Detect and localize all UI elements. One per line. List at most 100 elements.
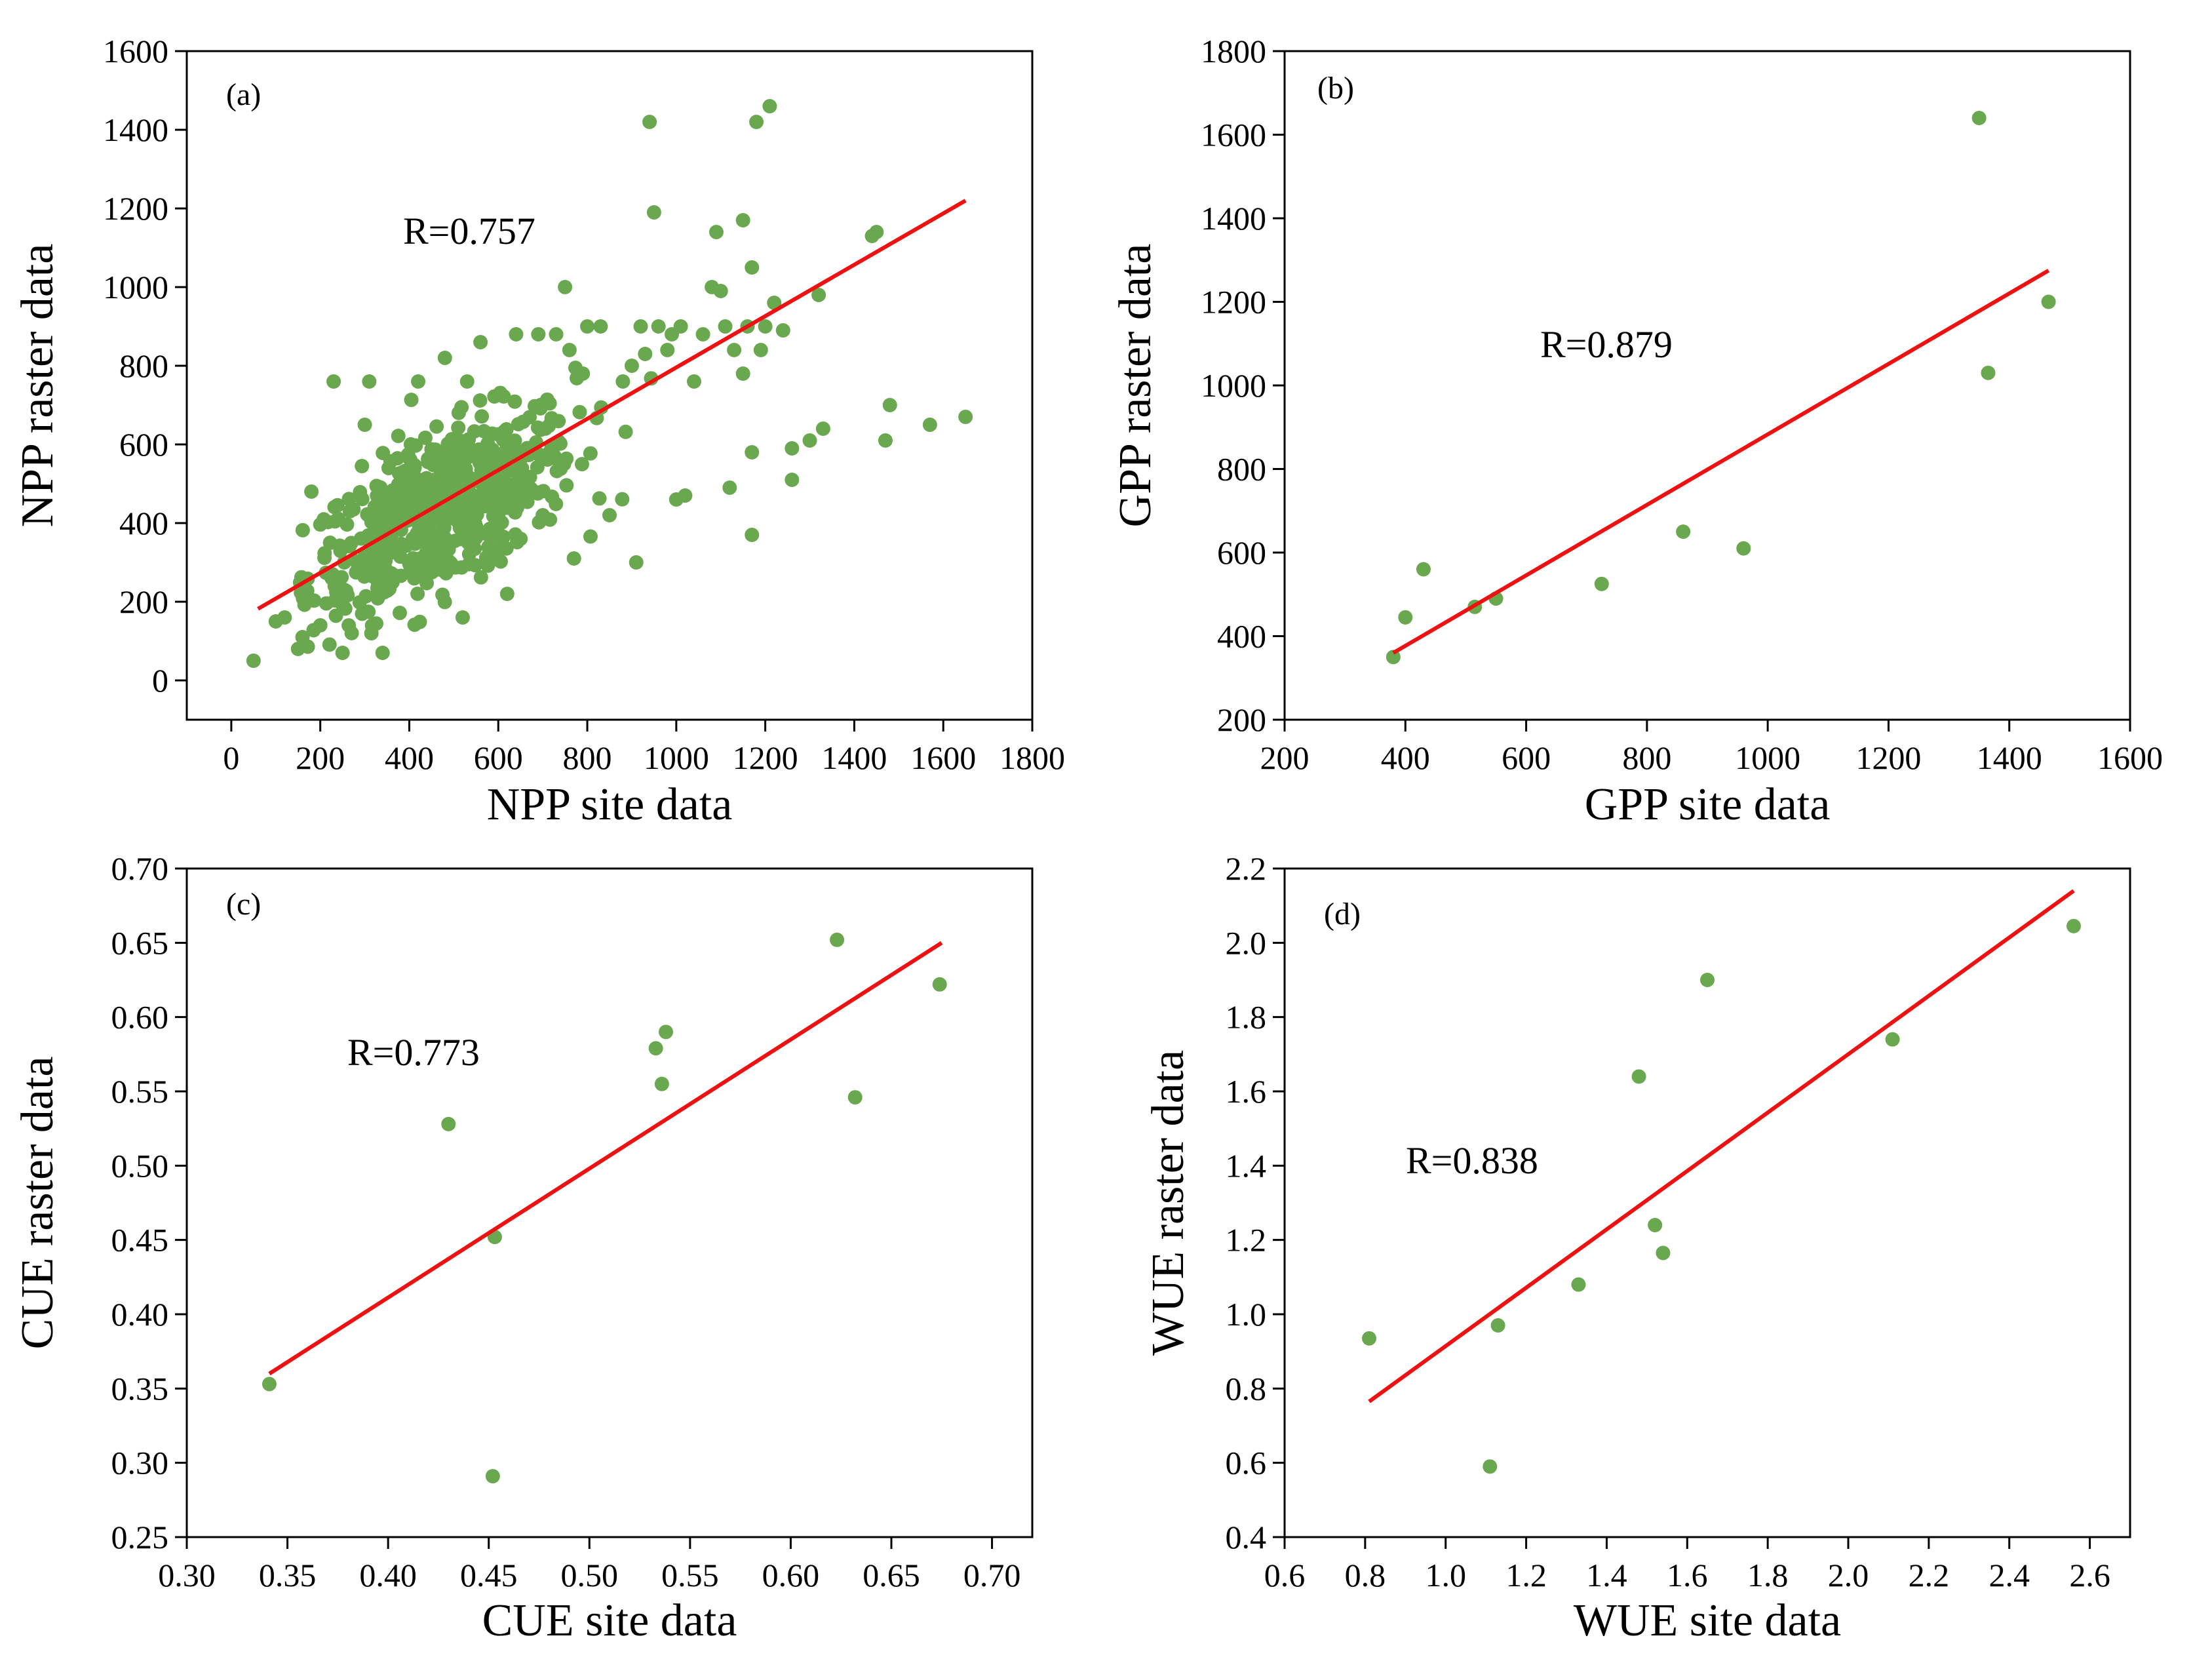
data-point <box>491 508 506 522</box>
plot-frame <box>185 867 1034 1538</box>
data-point <box>602 508 617 522</box>
x-tick-label: 1800 <box>999 739 1065 776</box>
y-tick-label: 1000 <box>1201 367 1266 404</box>
data-point <box>295 522 310 537</box>
data-point <box>1483 1459 1498 1474</box>
data-point <box>659 1025 673 1040</box>
fit-line <box>1368 889 2075 1403</box>
x-tick-label: 0.55 <box>661 1557 719 1593</box>
data-point <box>592 491 607 506</box>
data-point <box>366 511 381 526</box>
data-point <box>727 343 742 357</box>
data-point <box>407 617 422 633</box>
y-tick-label: 1.6 <box>1226 1073 1267 1110</box>
data-point <box>629 555 644 570</box>
data-point <box>574 457 589 472</box>
data-point <box>509 327 524 342</box>
fit-line <box>268 941 943 1376</box>
data-point <box>396 493 411 508</box>
x-tick-label: 1200 <box>733 739 798 776</box>
data-point <box>519 471 534 486</box>
y-axis-label: NPP raster data <box>12 244 63 528</box>
data-point <box>454 532 469 547</box>
x-tick-label: 2.6 <box>2069 1557 2110 1593</box>
data-point <box>615 492 630 507</box>
data-point <box>392 606 407 621</box>
scatter-panel-4: 0.6 0.8 1.0 1.2 1.4 1.6 1.8 2.0 2.2 2.4 2.60.40.60… <box>1143 850 2131 1646</box>
data-point <box>355 459 370 474</box>
data-points <box>1362 918 2081 1474</box>
data-point <box>745 445 760 459</box>
x-tick-label: 0 <box>223 739 239 776</box>
x-tick-label: 2.4 <box>1989 1557 2030 1593</box>
scatter-panel-1: 0 200 400 600 800 1000 1200 1400 1600 1800 0 200 400… <box>12 33 1065 830</box>
data-point <box>878 433 893 448</box>
y-tick-label: 1600 <box>1201 117 1266 153</box>
data-point <box>749 115 764 129</box>
data-point <box>437 595 452 610</box>
x-tick-label: 800 <box>1622 739 1671 776</box>
data-points <box>1386 111 2056 665</box>
correlation-label: R=0.879 <box>1540 323 1673 366</box>
correlation-label: R=0.838 <box>1406 1139 1538 1182</box>
x-tick-label: 0.45 <box>460 1557 518 1593</box>
data-point <box>531 485 546 500</box>
y-tick-label: 0 <box>152 662 168 699</box>
x-tick-label: 2.2 <box>1909 1557 1950 1593</box>
data-point <box>547 448 562 463</box>
x-tick-label: 0.65 <box>863 1557 920 1593</box>
data-point <box>469 507 484 522</box>
data-point <box>735 366 750 381</box>
data-point <box>624 359 639 373</box>
x-axis-label: GPP site data <box>1585 779 1831 830</box>
data-point <box>290 642 305 656</box>
y-tick-label: 0.40 <box>111 1296 169 1333</box>
data-point <box>455 610 470 625</box>
data-point <box>480 527 495 542</box>
data-point <box>767 296 782 310</box>
data-point <box>338 601 353 616</box>
data-point <box>1490 1318 1505 1333</box>
data-point <box>580 319 595 334</box>
data-point <box>454 450 469 465</box>
data-point <box>562 343 577 357</box>
y-tick-label: 0.55 <box>111 1073 169 1110</box>
y-tick-label: 0.70 <box>111 850 169 887</box>
data-point <box>549 327 564 342</box>
data-point <box>553 436 568 451</box>
y-tick-label: 1600 <box>103 33 168 69</box>
data-point <box>2067 918 2081 933</box>
data-point <box>328 514 343 529</box>
y-tick-label: 200 <box>1217 701 1266 738</box>
data-point <box>499 587 514 601</box>
x-tick-label: 400 <box>385 739 434 776</box>
data-point <box>459 374 475 389</box>
data-point <box>461 470 476 485</box>
data-point <box>648 1041 663 1056</box>
data-point <box>745 528 760 542</box>
data-point <box>485 1469 500 1484</box>
data-point <box>424 442 439 457</box>
data-point <box>262 1377 277 1392</box>
x-tick-label: 1400 <box>1977 739 2042 776</box>
data-point <box>531 327 546 342</box>
data-point <box>506 481 521 496</box>
data-point <box>494 488 509 503</box>
y-axis-label: GPP raster data <box>1110 244 1161 528</box>
x-tick-label: 1.2 <box>1505 1557 1547 1593</box>
y-tick-label: 1000 <box>103 269 168 305</box>
x-tick-label: 400 <box>1381 739 1430 776</box>
data-point <box>378 561 393 576</box>
y-tick-label: 0.6 <box>1226 1445 1267 1481</box>
data-point <box>319 596 334 611</box>
data-point <box>327 499 342 515</box>
data-point <box>593 319 608 334</box>
y-tick-label: 1800 <box>1201 33 1266 69</box>
y-tick-label: 600 <box>119 426 168 463</box>
data-point <box>1656 1245 1671 1260</box>
data-point <box>1571 1277 1586 1292</box>
data-point <box>618 424 633 439</box>
x-tick-label: 1.8 <box>1747 1557 1789 1593</box>
y-tick-label: 0.50 <box>111 1147 169 1184</box>
